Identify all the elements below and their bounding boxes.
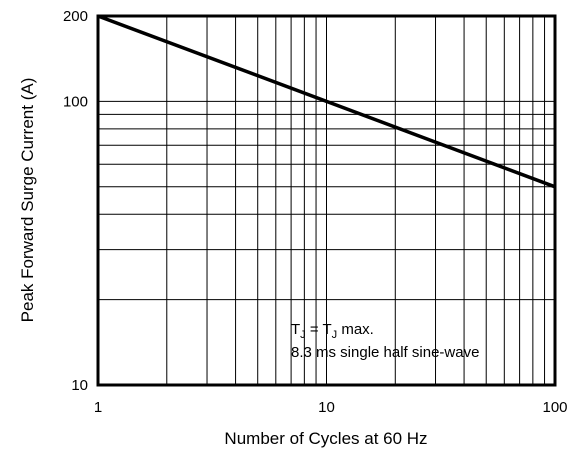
annotation-max: max. bbox=[337, 321, 374, 338]
annotation-tj-subscript-2: J bbox=[332, 329, 338, 341]
y-tick-label: 100 bbox=[63, 93, 88, 110]
series-line-0 bbox=[97, 14, 556, 189]
x-tick-label: 10 bbox=[318, 399, 335, 416]
tick-labels: 1 10 100 10 100 200 bbox=[63, 8, 568, 416]
annotation-line-2: 8.3 ms single half sine-wave bbox=[291, 344, 479, 361]
y-tick-label: 200 bbox=[63, 8, 88, 25]
x-tick-label: 100 bbox=[542, 399, 567, 416]
annotation-line-1: TJ = TJ max. bbox=[291, 321, 374, 341]
y-tick-label: 10 bbox=[71, 377, 88, 394]
x-tick-label: 1 bbox=[94, 399, 102, 416]
annotation-tj-symbol: T bbox=[291, 321, 300, 338]
series-layer bbox=[97, 14, 556, 189]
grid-lines bbox=[98, 16, 555, 385]
plot-frame bbox=[96, 14, 557, 387]
y-axis-label: Peak Forward Surge Current (A) bbox=[18, 78, 37, 323]
annotation-equals-t: = T bbox=[306, 321, 332, 338]
annotation-tj-subscript: J bbox=[300, 329, 306, 341]
x-axis-label: Number of Cycles at 60 Hz bbox=[224, 429, 427, 448]
